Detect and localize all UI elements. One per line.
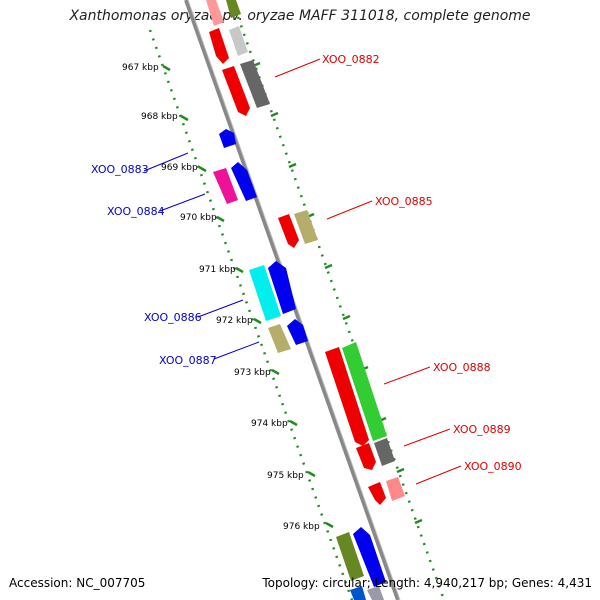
label-connector bbox=[415, 465, 462, 485]
accession-text: Accession: NC_007705 bbox=[9, 576, 146, 590]
gene-label[interactable]: XOO_0882 bbox=[322, 53, 380, 66]
kbp-label: 975 kbp bbox=[267, 471, 304, 481]
gene-arrow[interactable] bbox=[336, 532, 364, 581]
gene-arrow[interactable] bbox=[268, 324, 291, 353]
label-connector bbox=[213, 341, 260, 360]
genome-backbone-highlight bbox=[187, 0, 401, 600]
label-connector bbox=[159, 193, 206, 212]
gene-label[interactable]: XOO_0890 bbox=[464, 460, 522, 473]
gene-arrow[interactable] bbox=[219, 129, 236, 148]
map-title: Xanthomonas oryzae pv. oryzae MAFF 31101… bbox=[69, 8, 531, 24]
gene-arrow[interactable] bbox=[350, 586, 366, 600]
gene-arrow[interactable] bbox=[213, 168, 238, 204]
gene-arrow[interactable] bbox=[342, 342, 387, 441]
gene-arrow[interactable] bbox=[368, 482, 386, 505]
kbp-label: 972 kbp bbox=[216, 316, 253, 326]
gene-arrow[interactable] bbox=[206, 0, 224, 26]
genome-info-text: Topology: circular; Length: 4,940,217 bp… bbox=[262, 576, 592, 590]
gene-arrow[interactable] bbox=[367, 586, 384, 600]
gene-arrow[interactable] bbox=[231, 162, 257, 201]
gene-label[interactable]: XOO_0887 bbox=[159, 354, 217, 367]
gene-label[interactable]: XOO_0888 bbox=[433, 361, 491, 374]
label-connector bbox=[326, 200, 373, 220]
kbp-label: 974 kbp bbox=[251, 419, 288, 429]
gene-arrow[interactable] bbox=[222, 66, 250, 116]
gene-label[interactable]: XOO_0883 bbox=[91, 163, 149, 176]
gene-arrow[interactable] bbox=[353, 527, 386, 587]
kbp-label: 973 kbp bbox=[234, 368, 271, 378]
gene-label[interactable]: XOO_0886 bbox=[144, 311, 202, 324]
label-connector bbox=[274, 58, 321, 78]
gene-arrow[interactable] bbox=[240, 60, 270, 108]
gene-arrow[interactable] bbox=[249, 265, 281, 321]
gene-arrow[interactable] bbox=[374, 438, 395, 466]
label-connector bbox=[403, 428, 451, 447]
kbp-label: 976 kbp bbox=[283, 522, 320, 532]
gene-arrow[interactable] bbox=[226, 0, 241, 18]
gene-label[interactable]: XOO_0889 bbox=[453, 423, 511, 436]
gene-label[interactable]: XOO_0884 bbox=[107, 205, 165, 218]
gene-arrow[interactable] bbox=[209, 28, 229, 64]
kbp-label: 967 kbp bbox=[122, 63, 159, 73]
label-connector bbox=[383, 366, 431, 385]
kbp-label: 971 kbp bbox=[199, 265, 236, 275]
gene-arrow[interactable] bbox=[287, 319, 308, 345]
inner-tick-ring bbox=[148, 29, 354, 600]
gene-arrow[interactable] bbox=[278, 214, 299, 248]
gene-arrow[interactable] bbox=[325, 347, 369, 446]
gene-arrow[interactable] bbox=[229, 26, 248, 56]
kbp-label: 968 kbp bbox=[141, 112, 178, 122]
gene-arrow[interactable] bbox=[294, 210, 318, 244]
gene-arrow[interactable] bbox=[386, 477, 405, 501]
kbp-label: 970 kbp bbox=[180, 213, 217, 223]
kbp-label: 969 kbp bbox=[161, 163, 198, 173]
gene-label[interactable]: XOO_0885 bbox=[375, 195, 433, 208]
label-connector bbox=[197, 299, 244, 318]
gene-arrow[interactable] bbox=[268, 261, 296, 314]
inner-major-ticks bbox=[162, 64, 334, 529]
gene-arrow[interactable] bbox=[356, 443, 376, 470]
label-connector bbox=[143, 152, 189, 172]
